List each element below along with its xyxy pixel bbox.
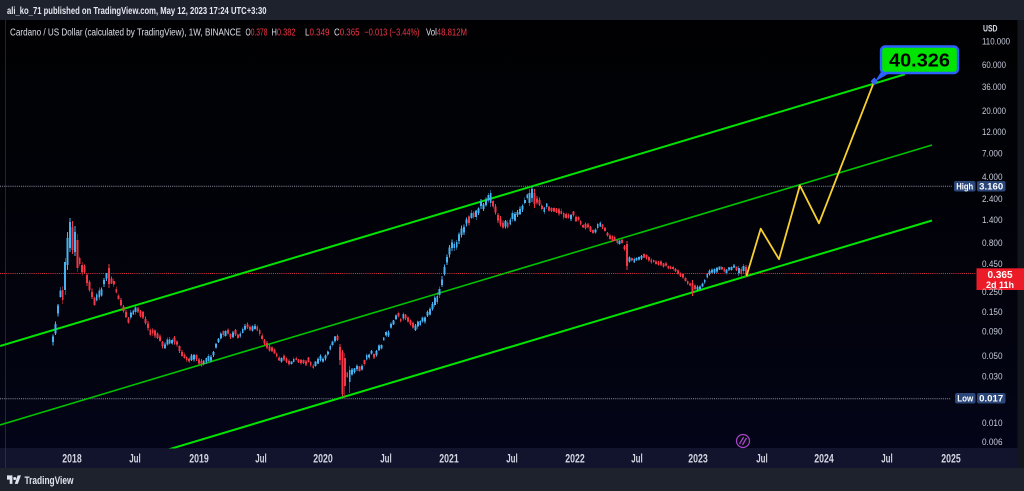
svg-text:ali_ko_71 published on Trading: ali_ko_71 published on TradingView.com, … [7, 6, 267, 17]
svg-text:12.000: 12.000 [982, 127, 1006, 138]
svg-text:Vol48.812M: Vol48.812M [426, 28, 467, 39]
svg-text:Jul: Jul [756, 454, 768, 466]
svg-text:H0.382: H0.382 [272, 28, 296, 39]
svg-text:2019: 2019 [189, 454, 209, 466]
svg-text:0.150: 0.150 [982, 307, 1003, 318]
svg-text:4.000: 4.000 [982, 172, 1003, 183]
svg-text:TradingView: TradingView [25, 475, 74, 487]
svg-text:2.400: 2.400 [982, 194, 1003, 205]
svg-text:0.010: 0.010 [982, 418, 1003, 429]
svg-text:Jul: Jul [506, 454, 518, 466]
svg-text:110.000: 110.000 [982, 37, 1010, 48]
svg-text:0.050: 0.050 [982, 351, 1003, 362]
svg-text:2d 11h: 2d 11h [986, 280, 1014, 290]
svg-text:60.000: 60.000 [982, 60, 1006, 71]
svg-text:2023: 2023 [688, 454, 708, 466]
svg-text:2020: 2020 [313, 454, 333, 466]
svg-text:36.000: 36.000 [982, 82, 1006, 93]
svg-text:2021: 2021 [439, 454, 459, 466]
svg-text:−0.013 (−3.44%): −0.013 (−3.44%) [365, 28, 420, 39]
svg-text:0.090: 0.090 [982, 327, 1003, 338]
svg-text:7.000: 7.000 [982, 149, 1003, 160]
svg-text:0.800: 0.800 [982, 238, 1003, 249]
svg-text:0.017: 0.017 [979, 393, 1003, 404]
svg-text:0.030: 0.030 [982, 372, 1003, 383]
svg-text:High: High [956, 181, 973, 192]
svg-text:L0.349: L0.349 [305, 28, 330, 39]
svg-text:Cardano / US Dollar (calculate: Cardano / US Dollar (calculated by Tradi… [10, 28, 241, 39]
svg-text:2024: 2024 [814, 454, 834, 466]
svg-text:Jul: Jul [129, 454, 141, 466]
svg-text:0.450: 0.450 [982, 259, 1003, 270]
svg-text:Jul: Jul [255, 454, 267, 466]
svg-text:Jul: Jul [380, 454, 392, 466]
svg-text:Jul: Jul [631, 454, 643, 466]
svg-text:2018: 2018 [62, 454, 82, 466]
svg-text:20.000: 20.000 [982, 106, 1006, 117]
svg-text:0.006: 0.006 [982, 437, 1003, 448]
svg-text:O0.378: O0.378 [246, 28, 268, 39]
svg-text:3.160: 3.160 [979, 181, 1003, 192]
svg-text:2025: 2025 [941, 454, 961, 466]
svg-text:C0.365: C0.365 [334, 28, 360, 39]
svg-text:1.400: 1.400 [982, 215, 1003, 226]
svg-text:2022: 2022 [565, 454, 585, 466]
svg-text:Jul: Jul [881, 454, 893, 466]
svg-text:0.250: 0.250 [982, 287, 1003, 298]
svg-text:Low: Low [957, 393, 974, 404]
svg-text:USD: USD [983, 24, 998, 35]
svg-text:0.365: 0.365 [987, 270, 1012, 281]
svg-text:40.326: 40.326 [889, 51, 950, 71]
